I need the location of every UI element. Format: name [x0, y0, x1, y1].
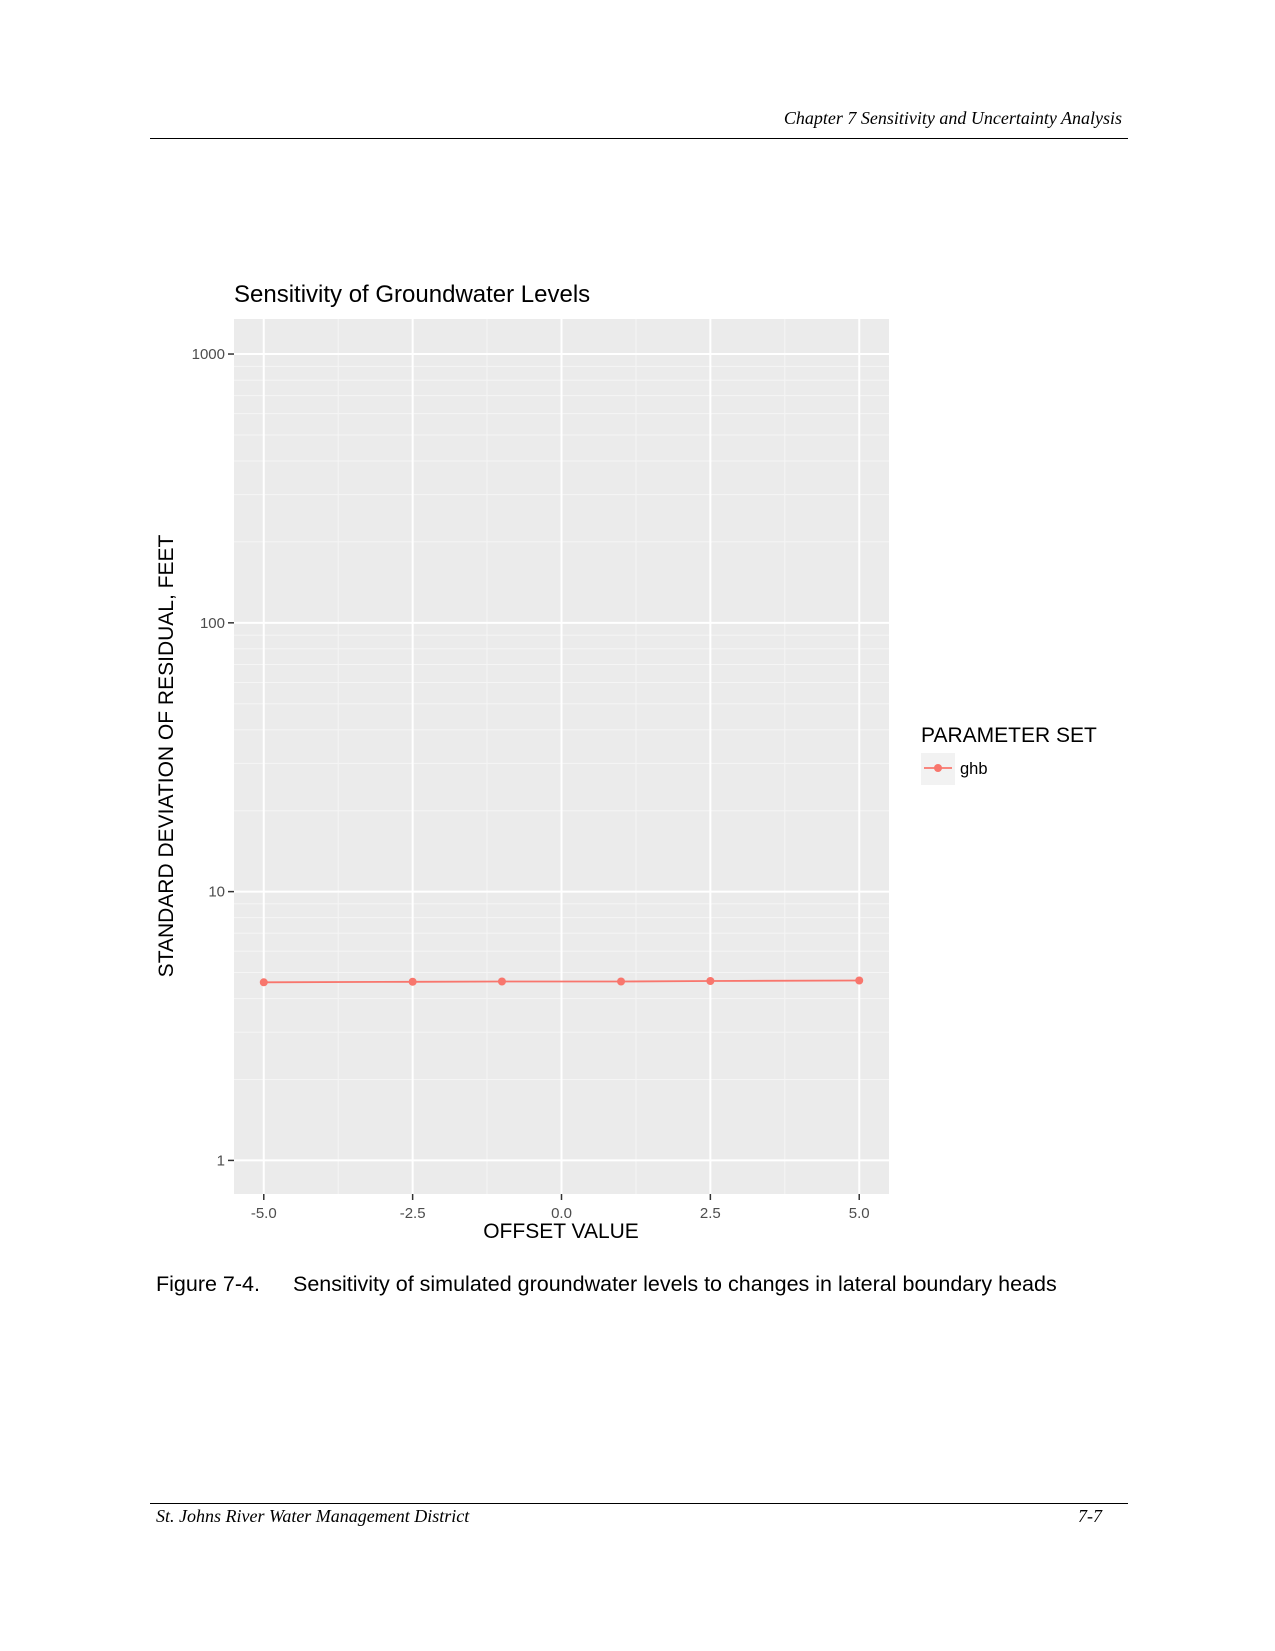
y-axis-title: STANDARD DEVIATION OF RESIDUAL, FEET [155, 535, 178, 978]
major-gridlines [234, 319, 889, 1194]
y-tick-label: 1 [217, 1152, 225, 1169]
legend-label-ghb: ghb [960, 760, 988, 778]
x-tick-label: 0.0 [551, 1205, 572, 1222]
legend-title: PARAMETER SET [921, 724, 1097, 747]
data-point-ghb [706, 977, 715, 986]
legend-key-point [934, 764, 942, 772]
chart-title: Sensitivity of Groundwater Levels [234, 281, 590, 308]
running-header: Chapter 7 Sensitivity and Uncertainty An… [783, 108, 1122, 128]
sensitivity-chart: Sensitivity of Groundwater Levels 1 10 100… [155, 281, 1097, 1243]
legend: PARAMETER SET ghb [921, 724, 1097, 785]
data-point-ghb [259, 978, 268, 987]
series-line-ghb [263, 979, 860, 984]
page-number: 7-7 [1078, 1506, 1102, 1526]
y-tick-label: 10 [208, 884, 225, 901]
figure-caption-text: Sensitivity of simulated groundwater lev… [293, 1272, 1057, 1296]
data-point-ghb [408, 977, 417, 986]
figure-caption: Figure 7-4. Sensitivity of simulated grou… [156, 1272, 1057, 1297]
data-point-ghb [617, 977, 626, 986]
x-tick-label: 5.0 [849, 1205, 870, 1222]
x-tick-label: 2.5 [700, 1205, 721, 1222]
x-axis-title: OFFSET VALUE [483, 1220, 639, 1243]
footer-rule [150, 1503, 1128, 1504]
data-point-ghb [855, 976, 864, 985]
header-rule [150, 138, 1128, 139]
footer-organization: St. Johns River Water Management Distric… [156, 1506, 470, 1526]
x-tick-label: -2.5 [400, 1205, 426, 1222]
y-axis-ticks: 1 10 100 1000 [192, 346, 234, 1169]
data-point-ghb [497, 977, 506, 986]
x-tick-label: -5.0 [251, 1205, 277, 1222]
figure-number: Figure 7-4. [156, 1272, 260, 1296]
series-layer [259, 976, 864, 987]
y-tick-label: 1000 [192, 346, 225, 363]
x-axis-ticks: -5.0 -2.5 0.0 2.5 5.0 [251, 1194, 870, 1222]
y-tick-label: 100 [200, 615, 225, 632]
